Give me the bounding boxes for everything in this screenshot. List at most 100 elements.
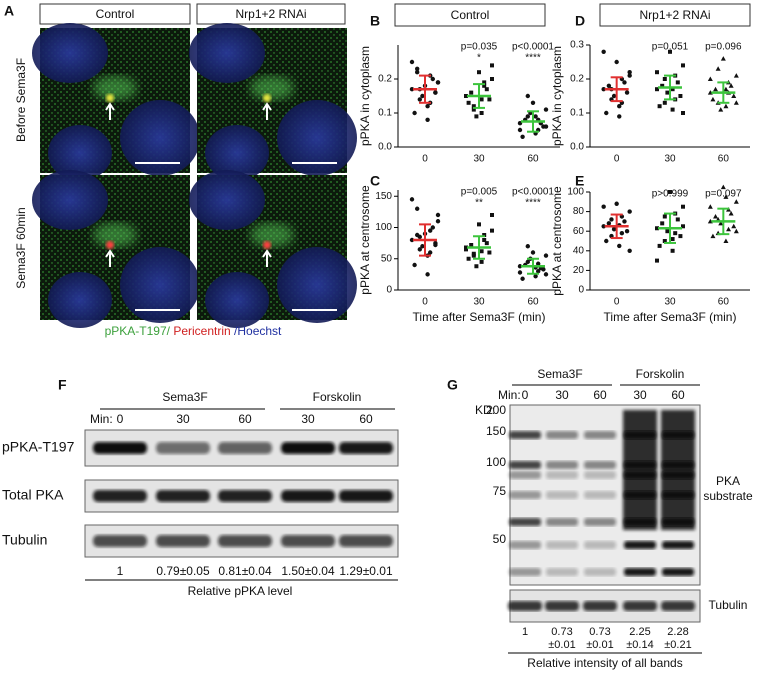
band bbox=[662, 491, 694, 499]
band bbox=[509, 461, 541, 469]
point bbox=[655, 87, 659, 92]
panel-label: E bbox=[575, 173, 584, 189]
point bbox=[604, 110, 609, 116]
point bbox=[435, 212, 441, 218]
band bbox=[509, 541, 541, 549]
footer: Relative intensity of all bands bbox=[527, 656, 682, 670]
band bbox=[584, 518, 616, 526]
row-label: Before Sema3F bbox=[14, 58, 28, 142]
point bbox=[611, 227, 617, 232]
point bbox=[530, 100, 536, 106]
y-tick-label: 80 bbox=[573, 206, 585, 217]
point bbox=[731, 93, 737, 98]
row-label: Tubulin bbox=[709, 598, 748, 612]
band bbox=[509, 491, 541, 499]
p-value: p=0.096 bbox=[705, 42, 742, 53]
band bbox=[546, 471, 578, 479]
p-value: p=0.035 bbox=[461, 42, 498, 53]
point bbox=[525, 114, 530, 119]
point bbox=[536, 261, 541, 266]
band bbox=[584, 568, 616, 576]
band bbox=[662, 471, 694, 479]
significance: * bbox=[477, 53, 481, 64]
point bbox=[420, 93, 425, 99]
point bbox=[471, 104, 476, 109]
point bbox=[657, 104, 662, 109]
point bbox=[678, 234, 683, 239]
point bbox=[665, 90, 670, 95]
y-tick-label: 0.3 bbox=[570, 40, 584, 51]
treatment-label: Forskolin bbox=[313, 390, 362, 404]
point bbox=[417, 247, 422, 252]
point bbox=[601, 204, 606, 209]
nucleus bbox=[277, 247, 357, 323]
point bbox=[673, 231, 678, 236]
treatment-label: Forskolin bbox=[636, 367, 685, 381]
point bbox=[482, 233, 487, 237]
point bbox=[731, 223, 737, 229]
point bbox=[710, 233, 716, 239]
point bbox=[490, 228, 494, 233]
point bbox=[415, 70, 420, 75]
nucleus bbox=[277, 100, 357, 176]
y-tick-label: 60 bbox=[573, 226, 585, 237]
centrosome bbox=[263, 94, 271, 102]
x-tick-label: 60 bbox=[718, 297, 730, 308]
nucleus bbox=[32, 23, 108, 83]
blot-f: 0 30 60 30 60 pPKA-T197 Total PKA Tubulin 1 0.79±… bbox=[2, 412, 399, 578]
lane-minute: 60 bbox=[593, 388, 607, 402]
significance: **** bbox=[525, 53, 541, 64]
band bbox=[624, 568, 656, 576]
centrosome bbox=[106, 241, 114, 249]
p-value: p<0.0001 bbox=[512, 42, 554, 53]
kd-marker: 100 bbox=[486, 455, 506, 469]
row-label: PKA bbox=[716, 474, 740, 488]
band bbox=[584, 541, 616, 549]
point bbox=[477, 70, 481, 75]
micrographs bbox=[32, 23, 357, 328]
column-header: Nrp1+2 RNAi bbox=[235, 7, 306, 21]
relative-intensity: 1 bbox=[522, 626, 528, 638]
point bbox=[471, 107, 476, 112]
band bbox=[93, 442, 147, 454]
point bbox=[660, 221, 665, 226]
y-tick-label: 0.1 bbox=[378, 108, 392, 119]
point bbox=[627, 70, 632, 75]
point bbox=[627, 248, 632, 253]
point bbox=[487, 250, 492, 255]
x-tick-label: 0 bbox=[422, 154, 428, 165]
point bbox=[707, 76, 713, 81]
point bbox=[466, 256, 471, 261]
band bbox=[339, 490, 393, 502]
p-value: p<0.0001 bbox=[512, 187, 554, 198]
lane-minute: 30 bbox=[301, 412, 315, 426]
y-tick-label: 0.0 bbox=[570, 142, 584, 153]
y-axis-label: pPKA at centrosome bbox=[550, 186, 564, 296]
y-tick-label: 0 bbox=[386, 285, 392, 296]
point bbox=[409, 59, 415, 65]
point bbox=[604, 238, 609, 244]
point bbox=[525, 244, 530, 249]
point bbox=[718, 220, 724, 226]
lane-minute: 60 bbox=[359, 412, 373, 426]
point bbox=[525, 93, 530, 99]
point bbox=[466, 100, 471, 105]
relative-level: 1.29±0.01 bbox=[339, 564, 393, 578]
band bbox=[156, 490, 210, 502]
band bbox=[583, 601, 617, 611]
row-label: substrate bbox=[703, 489, 753, 503]
arrow bbox=[262, 249, 272, 267]
band bbox=[662, 461, 694, 469]
point bbox=[617, 114, 622, 119]
point bbox=[678, 94, 683, 98]
relative-intensity: ±0.01 bbox=[548, 639, 575, 651]
point bbox=[487, 97, 492, 102]
point bbox=[606, 221, 612, 226]
point bbox=[430, 225, 435, 230]
point bbox=[543, 107, 549, 112]
lane-minute: 30 bbox=[176, 412, 190, 426]
stain-green: pPKA-T197/ bbox=[105, 324, 171, 338]
x-tick-label: 60 bbox=[718, 154, 730, 165]
band bbox=[624, 431, 656, 439]
